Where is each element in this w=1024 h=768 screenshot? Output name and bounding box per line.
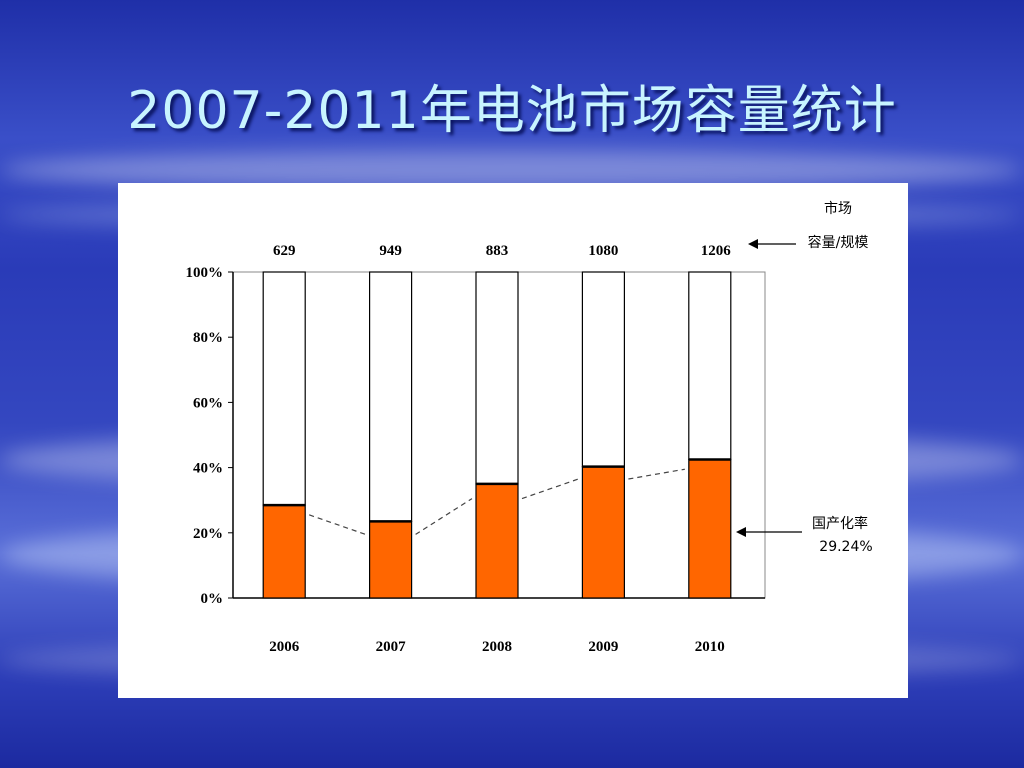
bar-segment-lower: [688, 458, 732, 599]
market-arrow-head: [748, 239, 758, 249]
y-tick-label: 20%: [193, 526, 223, 542]
localization-label: 国产化率: [812, 515, 868, 532]
x-tick-label: 2010: [695, 639, 725, 655]
trend-line-segment: [309, 514, 366, 535]
x-tick-label: 2007: [376, 639, 407, 655]
bar-segment-upper: [475, 271, 519, 485]
localization-arrow-head: [736, 527, 746, 537]
bar-segment-lower: [262, 504, 306, 599]
bar-top-label: 1206: [701, 243, 732, 259]
x-tick-label: 2009: [588, 639, 618, 655]
y-tick-label: 0%: [201, 591, 224, 607]
market-label-line2: 容量/规模: [808, 234, 869, 251]
x-tick-label: 2008: [482, 639, 512, 655]
bar-segment-lower: [475, 483, 519, 599]
trend-line-segment: [628, 468, 685, 480]
x-tick-label: 2006: [269, 639, 300, 655]
bar-segment-upper: [688, 271, 732, 461]
y-tick-label: 40%: [193, 461, 223, 477]
y-tick-label: 100%: [186, 265, 224, 281]
localization-value: 29.24%: [819, 539, 872, 555]
market-label-line1: 市场: [824, 200, 852, 217]
trend-line-segment: [521, 478, 579, 500]
bar-segment-lower: [369, 520, 413, 599]
chart-panel: 0% 20% 40% 60% 80% 100% 2006 629 2007 949 2008 883 2…: [118, 183, 908, 698]
bar-top-label: 883: [486, 243, 509, 259]
bar-chart: 0% 20% 40% 60% 80% 100% 2006 629 2007 949 2008 883 2…: [186, 200, 873, 655]
bar-top-label: 629: [273, 243, 296, 259]
bar-top-label: 1080: [588, 243, 618, 259]
bar-segment-lower: [581, 466, 625, 599]
bar-segment-upper: [581, 271, 625, 468]
slide-title: 2007-2011年电池市场容量统计: [127, 81, 897, 141]
bar-segment-upper: [369, 271, 413, 522]
trend-line-segment: [415, 498, 473, 535]
y-tick-label: 80%: [193, 330, 223, 346]
bar-segment-upper: [262, 271, 306, 506]
y-tick-label: 60%: [193, 395, 223, 411]
bar-top-label: 949: [379, 243, 402, 259]
